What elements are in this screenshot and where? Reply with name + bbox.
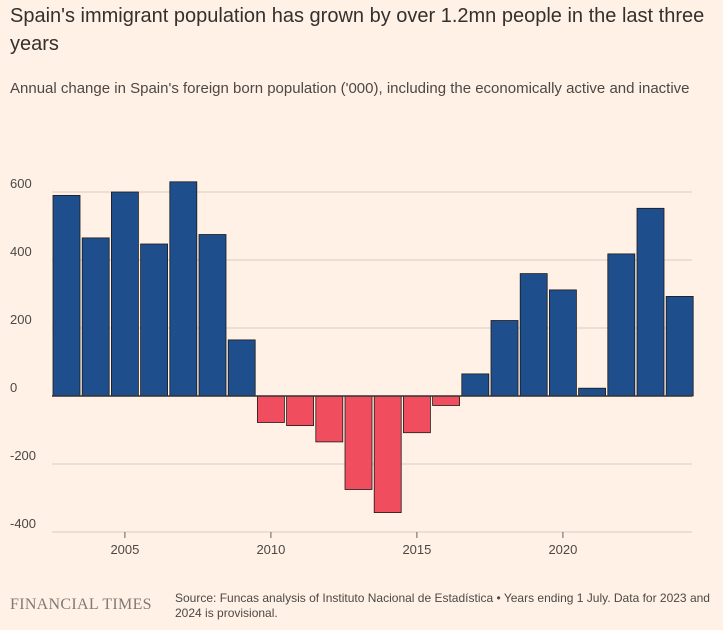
- x-tick-label: 2020: [548, 542, 577, 557]
- y-tick-label: 600: [10, 176, 32, 191]
- bar-2020: [549, 289, 577, 397]
- bar-2013: [344, 395, 373, 490]
- bar-2003: [52, 194, 81, 397]
- bar-2018: [490, 320, 519, 397]
- source-note: Source: Funcas analysis of Instituto Nac…: [175, 591, 710, 620]
- bar-2007: [169, 181, 198, 397]
- bars: [52, 181, 694, 513]
- bar-2008: [198, 234, 227, 397]
- bar-2016: [432, 395, 461, 406]
- x-tick-label: 2015: [402, 542, 431, 557]
- bar-2004: [81, 237, 110, 397]
- bar-2010: [256, 395, 285, 423]
- bar-2015: [402, 395, 431, 434]
- bar-2024: [665, 295, 694, 397]
- bar-2019: [519, 273, 548, 397]
- y-tick-label: -400: [10, 516, 36, 531]
- ft-logo: FINANCIAL TIMES: [10, 596, 152, 613]
- bar-2006: [140, 243, 169, 397]
- x-tick-label: 2010: [256, 542, 285, 557]
- y-tick-label: 0: [10, 380, 17, 395]
- y-tick-label: -200: [10, 448, 36, 463]
- x-tick-label: 2005: [110, 542, 139, 557]
- y-tick-label: 200: [10, 312, 32, 327]
- axes: -400 -200 0 200 400 600 2005 2010 2015 2020: [10, 176, 692, 557]
- bar-2014: [373, 395, 402, 513]
- bar-2023: [636, 207, 665, 397]
- bar-2005: [111, 191, 139, 397]
- y-tick-label: 400: [10, 244, 32, 259]
- bar-2012: [315, 395, 344, 443]
- chart-subtitle: Annual change in Spain's foreign born po…: [10, 80, 690, 97]
- bar-2022: [607, 253, 636, 397]
- bar-2009: [227, 339, 256, 397]
- bar-2021: [578, 387, 606, 397]
- chart-title: Spain's immigrant population has grown b…: [10, 5, 705, 55]
- bar-2011: [286, 395, 315, 427]
- bar-2017: [461, 373, 490, 397]
